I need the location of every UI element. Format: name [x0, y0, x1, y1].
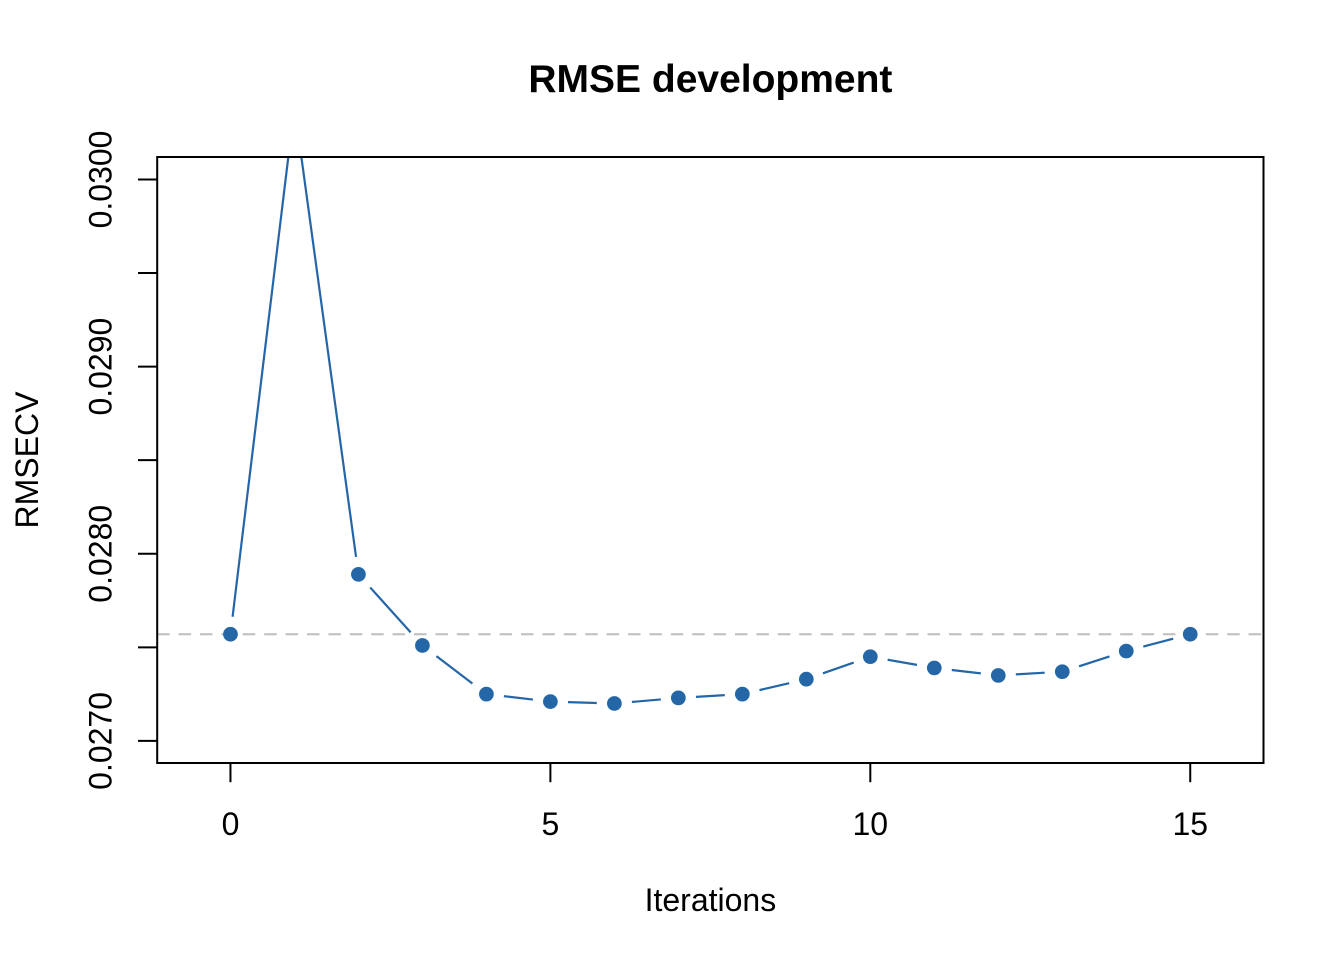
x-axis-ticks	[229, 763, 1192, 783]
y-tick-label: 0.0270	[83, 692, 119, 790]
line-segment	[435, 655, 474, 685]
y-tick-label: 0.0290	[83, 318, 119, 416]
line-segment	[951, 668, 981, 675]
data-point	[479, 686, 494, 702]
data-point	[607, 696, 622, 711]
line-segment	[1142, 637, 1174, 648]
data-point	[671, 690, 686, 706]
data-point	[862, 649, 878, 665]
line-segment	[369, 586, 412, 634]
line-segment	[1015, 671, 1045, 676]
line-segment	[231, 157, 290, 617]
x-axis-tick-labels: 0 5 10 15	[222, 806, 1208, 842]
line-segment	[759, 682, 790, 692]
data-point	[415, 638, 430, 653]
data-point	[734, 686, 750, 702]
x-tick-label: 15	[1172, 806, 1208, 842]
data-point	[926, 660, 942, 676]
data-points-group	[223, 99, 1198, 711]
chart-title: RMSE development	[528, 58, 892, 101]
data-point	[223, 626, 238, 642]
line-segment	[631, 698, 661, 704]
x-tick-label: 10	[853, 806, 889, 842]
data-line-group	[231, 157, 1174, 705]
line-segment	[822, 661, 855, 675]
line-segment	[567, 701, 597, 705]
line-segment	[300, 157, 358, 558]
data-point	[1054, 664, 1070, 680]
y-axis-title: RMSECV	[9, 391, 45, 529]
data-point	[351, 567, 366, 582]
data-point	[1118, 643, 1134, 659]
line-segment	[887, 658, 918, 666]
data-point	[287, 99, 302, 114]
x-tick-label: 5	[541, 806, 559, 842]
data-point	[1182, 626, 1198, 642]
y-axis-tick-labels: 0.0270 0.0280 0.0290 0.0300	[83, 131, 119, 790]
data-point	[798, 671, 814, 687]
y-axis-ticks	[138, 178, 158, 742]
data-point	[543, 694, 558, 709]
line-segment	[695, 694, 725, 698]
x-axis-title: Iterations	[645, 882, 777, 918]
plot-box-border	[156, 156, 1265, 764]
y-tick-label: 0.0280	[83, 505, 119, 603]
line-segment	[1078, 655, 1110, 668]
y-tick-label: 0.0300	[83, 131, 119, 229]
data-point	[990, 668, 1006, 683]
x-tick-label: 0	[222, 806, 240, 842]
line-segment	[503, 695, 534, 701]
